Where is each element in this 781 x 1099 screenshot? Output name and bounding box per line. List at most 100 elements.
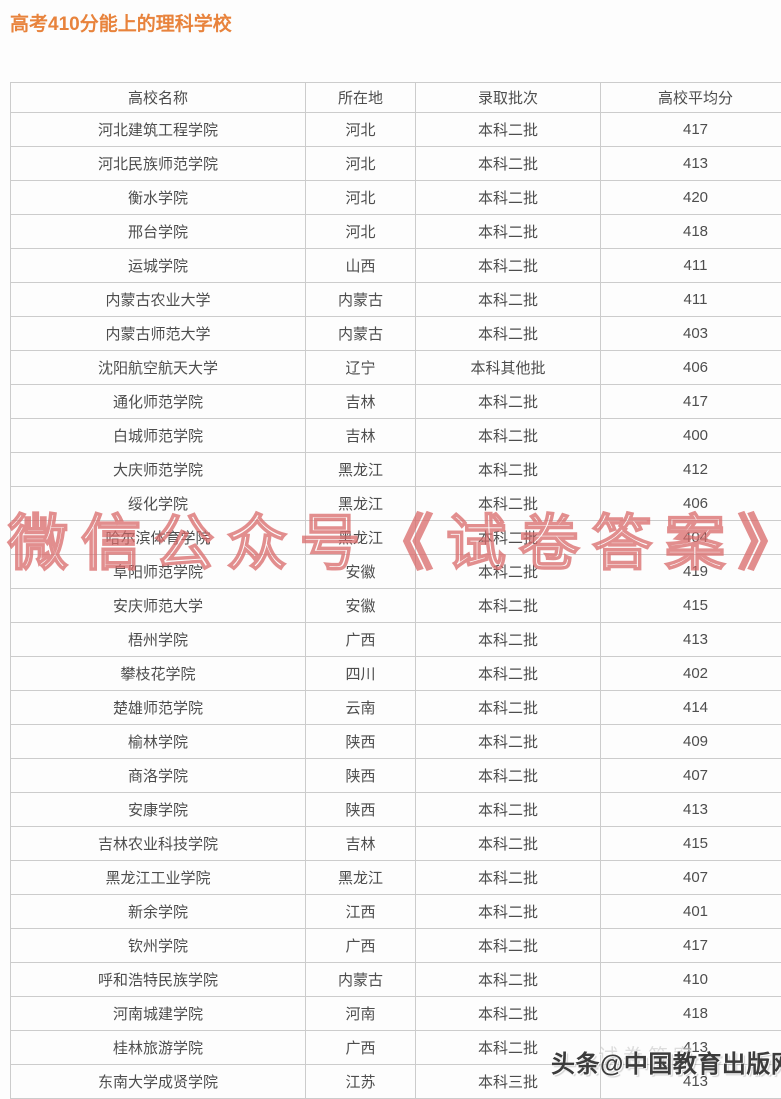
location-cell: 广西 — [306, 623, 416, 657]
score-cell: 407 — [601, 861, 781, 895]
batch-cell: 本科二批 — [416, 385, 601, 419]
score-cell: 413 — [601, 623, 781, 657]
location-cell: 河北 — [306, 113, 416, 147]
location-cell: 云南 — [306, 691, 416, 725]
batch-cell: 本科二批 — [416, 963, 601, 997]
batch-cell: 本科二批 — [416, 419, 601, 453]
school-name-cell: 河北建筑工程学院 — [11, 113, 306, 147]
batch-cell: 本科二批 — [416, 589, 601, 623]
school-name-cell: 大庆师范学院 — [11, 453, 306, 487]
batch-cell: 本科二批 — [416, 113, 601, 147]
table-header-row: 高校名称 所在地 录取批次 高校平均分 — [11, 83, 781, 113]
score-cell: 403 — [601, 317, 781, 351]
location-cell: 安徽 — [306, 555, 416, 589]
score-cell: 411 — [601, 283, 781, 317]
score-cell: 415 — [601, 827, 781, 861]
batch-cell: 本科二批 — [416, 453, 601, 487]
school-name-cell: 榆林学院 — [11, 725, 306, 759]
score-cell: 400 — [601, 419, 781, 453]
school-name-cell: 安庆师范大学 — [11, 589, 306, 623]
score-cell: 413 — [601, 793, 781, 827]
score-cell: 417 — [601, 113, 781, 147]
batch-cell: 本科二批 — [416, 521, 601, 555]
score-cell: 410 — [601, 963, 781, 997]
location-cell: 内蒙古 — [306, 283, 416, 317]
header-admission-batch: 录取批次 — [416, 83, 601, 113]
school-name-cell: 运城学院 — [11, 249, 306, 283]
school-name-cell: 东南大学成贤学院 — [11, 1065, 306, 1099]
school-name-cell: 安康学院 — [11, 793, 306, 827]
school-name-cell: 梧州学院 — [11, 623, 306, 657]
batch-cell: 本科二批 — [416, 623, 601, 657]
location-cell: 安徽 — [306, 589, 416, 623]
school-name-cell: 邢台学院 — [11, 215, 306, 249]
batch-cell: 本科二批 — [416, 181, 601, 215]
location-cell: 河北 — [306, 215, 416, 249]
location-cell: 河南 — [306, 997, 416, 1031]
location-cell: 吉林 — [306, 419, 416, 453]
score-cell: 402 — [601, 657, 781, 691]
batch-cell: 本科二批 — [416, 1031, 601, 1065]
batch-cell: 本科二批 — [416, 895, 601, 929]
batch-cell: 本科二批 — [416, 725, 601, 759]
batch-cell: 本科二批 — [416, 861, 601, 895]
school-name-cell: 绥化学院 — [11, 487, 306, 521]
location-cell: 黑龙江 — [306, 487, 416, 521]
batch-cell: 本科二批 — [416, 487, 601, 521]
score-cell: 409 — [601, 725, 781, 759]
location-cell: 陕西 — [306, 793, 416, 827]
school-name-cell: 吉林农业科技学院 — [11, 827, 306, 861]
score-cell: 420 — [601, 181, 781, 215]
school-name-cell: 阜阳师范学院 — [11, 555, 306, 589]
school-name-cell: 沈阳航空航天大学 — [11, 351, 306, 385]
location-cell: 四川 — [306, 657, 416, 691]
location-cell: 黑龙江 — [306, 861, 416, 895]
score-cell: 418 — [601, 997, 781, 1031]
score-cell: 406 — [601, 487, 781, 521]
score-cell: 407 — [601, 759, 781, 793]
batch-cell: 本科二批 — [416, 759, 601, 793]
location-cell: 吉林 — [306, 827, 416, 861]
location-cell: 辽宁 — [306, 351, 416, 385]
location-cell: 江西 — [306, 895, 416, 929]
school-name-cell: 衡水学院 — [11, 181, 306, 215]
location-cell: 内蒙古 — [306, 317, 416, 351]
location-cell: 吉林 — [306, 385, 416, 419]
page-title: 高考410分能上的理科学校 — [10, 13, 232, 37]
score-cell: 414 — [601, 691, 781, 725]
batch-cell: 本科二批 — [416, 249, 601, 283]
school-name-cell: 攀枝花学院 — [11, 657, 306, 691]
location-cell: 河北 — [306, 147, 416, 181]
batch-cell: 本科二批 — [416, 317, 601, 351]
batch-cell: 本科三批 — [416, 1065, 601, 1099]
school-name-cell: 哈尔滨体育学院 — [11, 521, 306, 555]
location-cell: 广西 — [306, 929, 416, 963]
location-cell: 黑龙江 — [306, 453, 416, 487]
batch-cell: 本科二批 — [416, 827, 601, 861]
school-name-cell: 商洛学院 — [11, 759, 306, 793]
location-cell: 山西 — [306, 249, 416, 283]
batch-cell: 本科二批 — [416, 657, 601, 691]
location-cell: 内蒙古 — [306, 963, 416, 997]
score-cell: 419 — [601, 555, 781, 589]
score-cell: 417 — [601, 385, 781, 419]
batch-cell: 本科二批 — [416, 691, 601, 725]
location-cell: 广西 — [306, 1031, 416, 1065]
batch-cell: 本科二批 — [416, 997, 601, 1031]
score-cell: 401 — [601, 895, 781, 929]
score-cell: 411 — [601, 249, 781, 283]
